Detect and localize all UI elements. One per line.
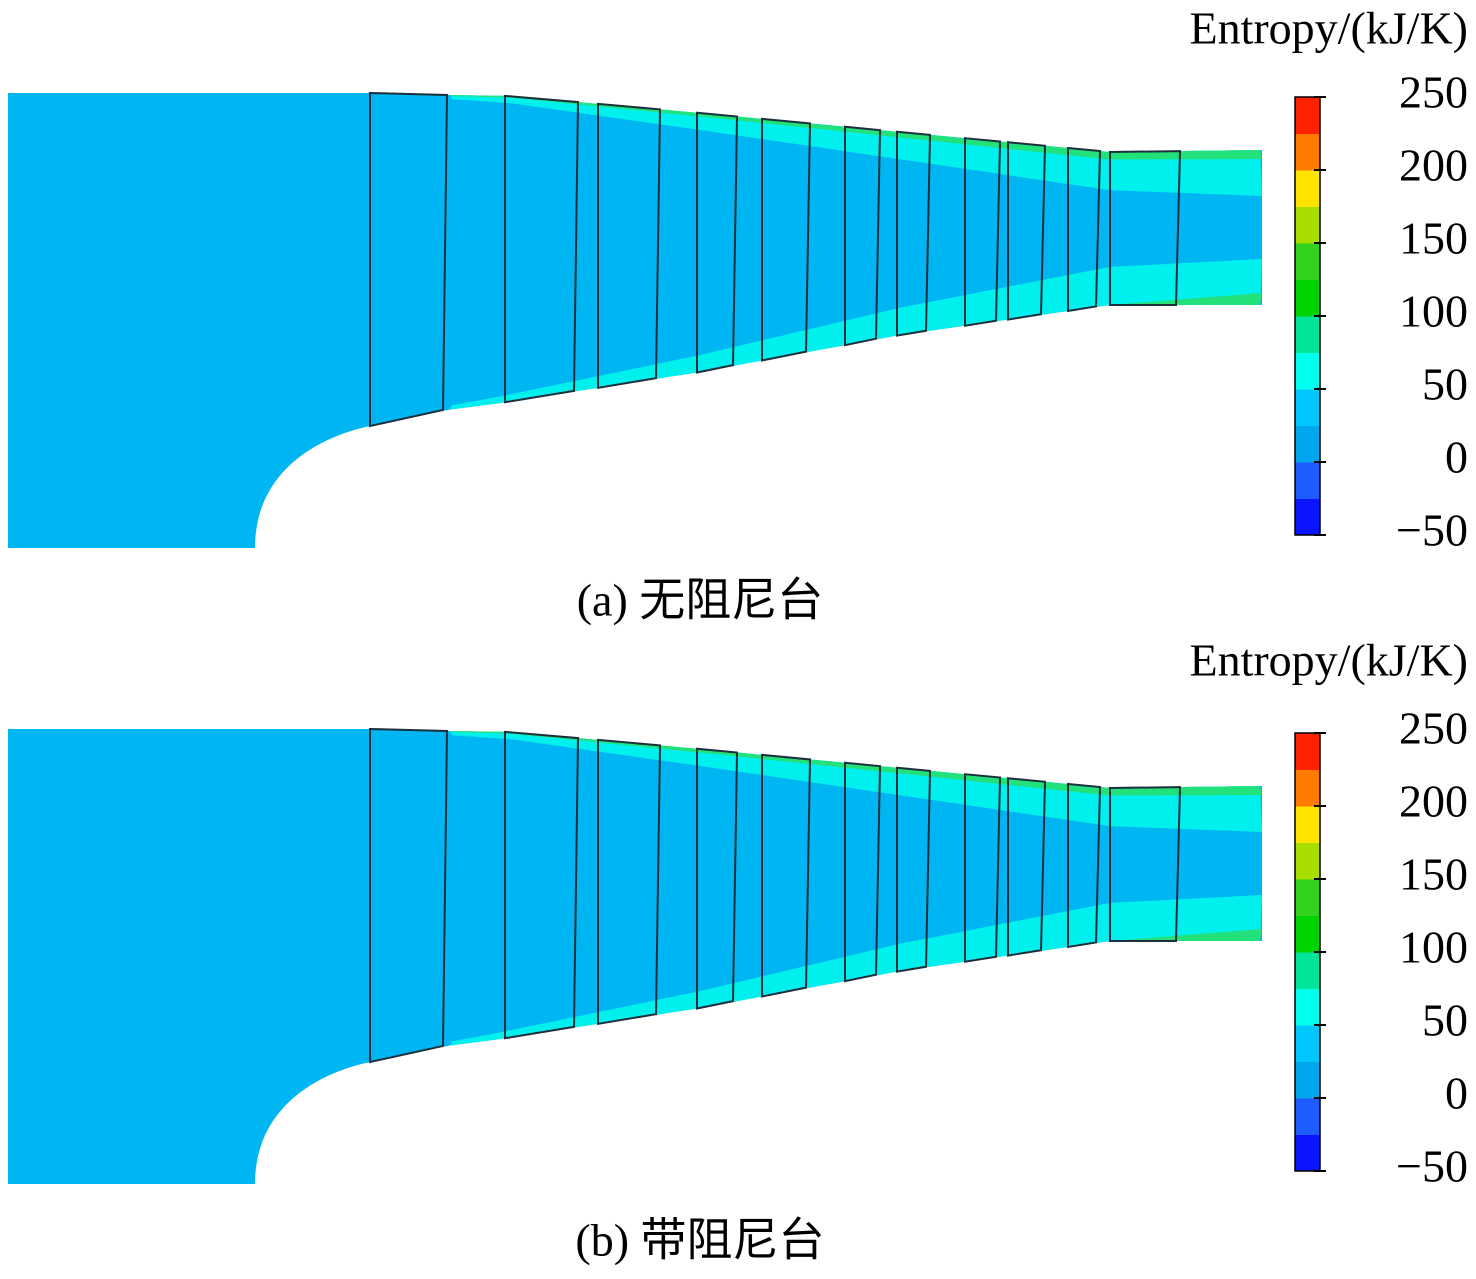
blade-outline (761, 753, 812, 998)
blade-outline (964, 137, 1002, 327)
colorbar-level (1295, 806, 1320, 843)
blade-outline (696, 111, 739, 374)
colorbar-level (1295, 316, 1320, 353)
flow-domain (8, 91, 1262, 548)
colorbar-level (1295, 206, 1320, 244)
blade-outline (597, 738, 662, 1025)
colorbar-level (1295, 279, 1320, 317)
colorbar-level (1295, 1025, 1320, 1062)
blade-outline (1109, 150, 1182, 306)
blade-outline (504, 730, 580, 1040)
blade-outline (1109, 786, 1182, 942)
tick-label: 200 (1399, 776, 1468, 827)
tick-label: 250 (1399, 703, 1468, 754)
colorbar-level (1295, 988, 1320, 1026)
tick-label: 150 (1399, 849, 1468, 900)
colorbar-level (1295, 462, 1320, 499)
blade-outline (1007, 141, 1047, 321)
tick-label: 100 (1399, 286, 1468, 337)
wall-band (450, 95, 1262, 160)
tick-label: 0 (1445, 432, 1468, 483)
tick-label: −50 (1396, 1141, 1468, 1192)
colorbar-level (1295, 879, 1320, 916)
colorbar-level (1295, 243, 1320, 280)
colorbar-level (1295, 1098, 1320, 1135)
colorbar-level (1295, 842, 1320, 880)
blade-outline (696, 747, 739, 1010)
blade-outline (504, 94, 580, 404)
colorbar-level (1295, 733, 1320, 770)
tick-label: −50 (1396, 505, 1468, 556)
colorbar-level (1295, 915, 1320, 953)
colorbar-label: Entropy/(kJ/K) (1189, 3, 1468, 54)
colorbar-level (1295, 1134, 1320, 1172)
blade-outline (896, 130, 932, 337)
flow-domain (8, 727, 1262, 1184)
wall-band (450, 293, 1262, 410)
wall-band (450, 95, 1262, 196)
blade-outline (844, 761, 882, 983)
blade-outline (844, 125, 882, 347)
tick-label: 250 (1399, 67, 1468, 118)
wall-band (450, 731, 1262, 832)
colorbar-level (1295, 425, 1320, 463)
blade-outline (369, 91, 449, 428)
tick-label: 150 (1399, 213, 1468, 264)
flow-region (8, 729, 1262, 1184)
blade-outline (896, 766, 932, 973)
wall-band (450, 895, 1262, 1046)
blade-outline (964, 773, 1002, 963)
flow-region (8, 93, 1262, 548)
tick-label: 50 (1422, 359, 1468, 410)
colorbar-level (1295, 498, 1320, 536)
blade-outline (1067, 146, 1102, 313)
tick-label: 50 (1422, 995, 1468, 1046)
blade-outline (597, 102, 662, 389)
colorbar-level (1295, 389, 1320, 426)
colorbar-level (1295, 133, 1320, 171)
wall-band (450, 929, 1262, 1046)
colorbar-level (1295, 170, 1320, 207)
colorbar-level (1295, 1061, 1320, 1099)
colorbar-level (1295, 952, 1320, 989)
caption: (a) 无阻尼台 (577, 575, 824, 626)
tick-label: 100 (1399, 922, 1468, 973)
blade-outline (1067, 782, 1102, 949)
blade-outline (369, 727, 449, 1064)
tick-label: 200 (1399, 140, 1468, 191)
colorbar-label: Entropy/(kJ/K) (1189, 635, 1468, 686)
colorbar-level (1295, 97, 1320, 134)
blade-outline (1007, 777, 1047, 957)
colorbar-level (1295, 352, 1320, 390)
wall-band (450, 259, 1262, 410)
blade-outline (761, 117, 812, 362)
caption: (b) 带阻尼台 (575, 1215, 824, 1266)
colorbar-level (1295, 769, 1320, 807)
tick-label: 0 (1445, 1068, 1468, 1119)
wall-band (450, 731, 1262, 796)
